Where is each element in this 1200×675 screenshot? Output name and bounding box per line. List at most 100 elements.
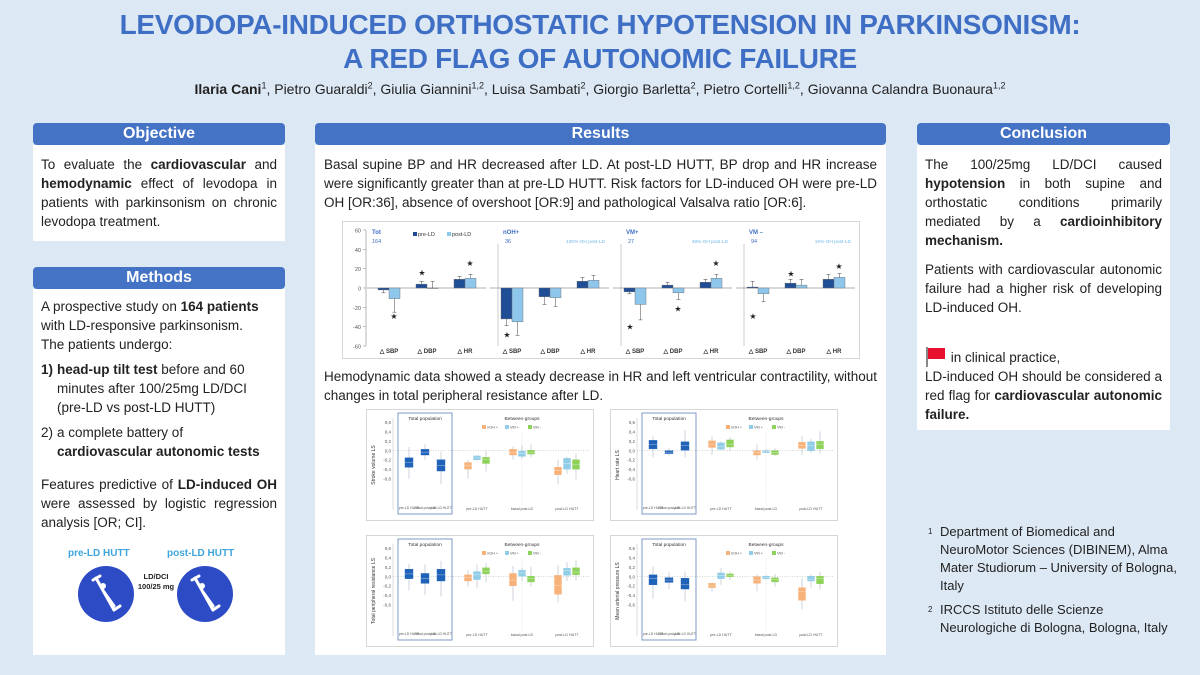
y-tick-label: 60: [355, 229, 361, 235]
total-box: [680, 441, 690, 451]
y-axis-label: Heart rate LS: [615, 449, 621, 479]
author-affiliation: 2: [690, 80, 696, 90]
item-bold: cardiovascular autonomic tests: [57, 444, 260, 459]
bold-text: cardioinhibitory mechanism.: [925, 214, 1162, 248]
y-tick-label: 0,2: [629, 565, 636, 570]
tilt-bed-icon: [177, 566, 233, 622]
objective-text: To evaluate the cardiovascular and hemod…: [41, 155, 277, 231]
bar-post-ld: [795, 284, 808, 289]
x-tick-label: pre-LD HUTT: [399, 506, 419, 510]
category-label: △ DBP: [663, 348, 683, 355]
affiliation-text: Department of Biomedical and NeuroMotor …: [940, 524, 1177, 593]
y-tick-label: -0,2: [383, 584, 391, 589]
title-line-2: A RED FLAG OF AUTONOMIC FAILURE: [343, 43, 857, 74]
bold-text: cardiovascular: [150, 157, 246, 172]
title-line-1: LEVODOPA-INDUCED ORTHOSTATIC HYPOTENSION…: [119, 9, 1081, 40]
box-chart: Heart rate LS 0,6 0,4 0,2 0,0 -0,2 -0,4 -0,6 Tot…: [615, 412, 833, 515]
bar-post-ld: [833, 277, 846, 289]
total-population-frame: [641, 538, 697, 641]
bar-pre-ld: [538, 287, 551, 297]
group-box: [473, 571, 481, 580]
methods-heading: Methods: [33, 267, 285, 289]
significance-star: ★: [749, 312, 756, 321]
bold-text: cardiovascular autonomic failure.: [925, 388, 1162, 422]
y-tick-label: 0,0: [385, 448, 392, 453]
significance-star: ★: [390, 312, 397, 321]
y-tick-label: 0,2: [385, 439, 392, 444]
box-chart: Stroke volume LS 0,6 0,4 0,2 0,0 -0,2 -0,4 -0,6…: [371, 412, 589, 515]
legend-swatch-post-ld: [447, 232, 451, 236]
text: in both supine and orthostatic condition…: [925, 176, 1162, 229]
methods-item-1: 1) head-up tilt test before and 60 minut…: [41, 360, 277, 417]
legend-swatch: [749, 425, 753, 429]
bar-post-ld: [634, 287, 647, 305]
significance-star: ★: [418, 269, 425, 278]
x-tick-label: post-LD HUTT: [430, 632, 452, 636]
x-tick-label: pre-LD HUTT: [643, 506, 663, 510]
results-paragraph-1: Basal supine BP and HR decreased after L…: [324, 157, 877, 210]
legend-label: nOH +: [731, 426, 743, 430]
text: A prospective study on: [41, 299, 181, 314]
group-box: [717, 442, 725, 450]
author: Giulia Giannini1,2,: [380, 80, 492, 97]
group-box: [563, 568, 571, 576]
legend-swatch: [505, 425, 509, 429]
author: Luisa Sambati2,: [491, 80, 594, 97]
x-tick-label: basal post-LD: [415, 506, 436, 510]
item-number: 1): [41, 362, 54, 377]
x-tick-label: post-LD HUTT: [674, 632, 696, 636]
y-tick-label: -60: [353, 345, 361, 351]
y-tick-label: 0,4: [629, 555, 636, 560]
y-tick-label: 0,4: [629, 429, 636, 434]
y-tick-label: -0,4: [627, 593, 635, 598]
group-box: [527, 576, 535, 583]
x-tick-label: basal post-LD: [511, 507, 534, 511]
affiliation-number: 1: [928, 527, 933, 536]
y-tick-label: 0,2: [385, 565, 392, 570]
bar-pre-ld: [576, 281, 589, 289]
author-affiliation: 2: [367, 80, 373, 90]
total-box: [680, 577, 690, 590]
significance-star: ★: [835, 262, 842, 271]
category-label: △ DBP: [417, 348, 437, 355]
conclusion-paragraph-1: The 100/25mg LD/DCI caused hypotension i…: [925, 155, 1162, 250]
legend-label: VM -: [777, 552, 786, 556]
box-chart: Mean arterial pressure LS 0,6 0,4 0,2 0,0 -0,…: [615, 538, 833, 641]
bar-pre-ld: [784, 282, 797, 289]
tilt-bed-icon: [78, 566, 134, 622]
y-tick-label: -20: [353, 306, 361, 312]
group-box: [807, 441, 815, 451]
author-name: Ilaria Cani: [194, 80, 262, 97]
text: LD-induced OH should be considered a red…: [925, 369, 1162, 403]
x-tick-label: post-LD HUTT: [555, 507, 579, 511]
category-label: △ HR: [826, 348, 843, 355]
item-text: before and 60 minutes after 100/25mg LD/…: [57, 362, 247, 415]
x-tick-label: pre-LD HUTT: [710, 507, 732, 511]
y-tick-label: 0,2: [629, 439, 636, 444]
x-tick-label: basal post-LD: [659, 506, 680, 510]
results-paragraph-2: Hemodynamic data showed a steady decreas…: [324, 369, 877, 403]
bar-post-ld: [757, 287, 770, 295]
bar-post-ld: [388, 287, 401, 299]
legend-label: VM +: [754, 426, 764, 430]
y-tick-label: -0,2: [383, 458, 391, 463]
between-groups-title: Between-groups: [505, 416, 541, 422]
y-tick-label: 0,6: [629, 546, 636, 551]
y-tick-label: 0,6: [385, 546, 392, 551]
category-label: △ SBP: [625, 348, 645, 355]
author-name: Giorgio Barletta: [593, 80, 691, 97]
bar-post-ld: [672, 287, 685, 294]
pre-ld-hutt-label: pre-LD HUTT: [68, 548, 130, 559]
legend-label: post-LD: [452, 232, 471, 238]
group-box: [816, 576, 824, 585]
category-label: △ SBP: [502, 348, 522, 355]
y-tick-label: -0,6: [383, 603, 391, 608]
total-population-frame: [397, 412, 453, 515]
affiliation: 2 IRCCS Istituto delle Scienze Neurologic…: [928, 601, 1178, 637]
author-affiliation: 2: [580, 80, 586, 90]
bar-pre-ld: [415, 283, 428, 289]
y-tick-label: -0,2: [627, 584, 635, 589]
y-tick-label: 0,0: [385, 574, 392, 579]
legend-swatch: [749, 551, 753, 555]
bar-post-ld: [587, 280, 600, 289]
